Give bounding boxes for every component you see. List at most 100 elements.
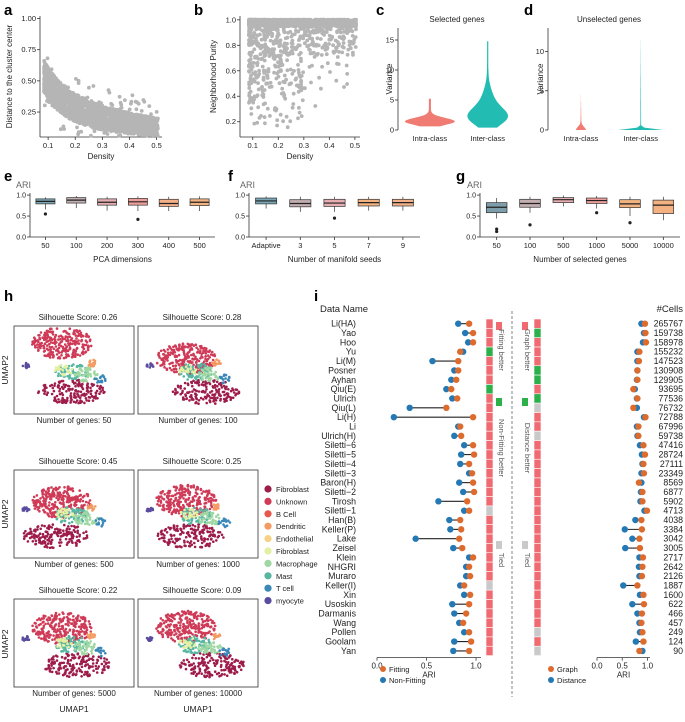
data-point xyxy=(291,52,295,56)
data-point xyxy=(320,65,324,69)
umap-point xyxy=(167,348,170,351)
umap-point xyxy=(68,372,71,375)
data-point xyxy=(62,98,66,102)
data-point xyxy=(286,125,290,129)
umap-point xyxy=(182,349,185,352)
data-point xyxy=(276,31,280,35)
umap-point xyxy=(197,364,200,367)
umap-point xyxy=(223,400,226,403)
umap-point xyxy=(167,354,170,357)
y-tick-label: 0 xyxy=(540,126,544,135)
x-tick-label: 0.3 xyxy=(299,141,309,150)
umap-point xyxy=(57,398,60,401)
data-point xyxy=(348,27,352,31)
umap-point xyxy=(186,391,189,394)
data-point xyxy=(307,21,311,25)
umap-point xyxy=(178,354,181,357)
umap-point xyxy=(195,401,198,404)
data-point xyxy=(281,80,285,84)
data-point xyxy=(345,82,349,86)
umap-point xyxy=(213,379,216,382)
data-point xyxy=(252,71,256,75)
panel-letter-e: e xyxy=(4,168,12,185)
umap-point xyxy=(89,368,92,371)
umap-point xyxy=(160,358,163,361)
data-point xyxy=(354,19,358,23)
umap-point xyxy=(190,354,193,357)
umap-point xyxy=(185,398,188,401)
data-point xyxy=(272,42,276,46)
data-point xyxy=(96,108,100,112)
y-tick-label: 0.0 xyxy=(466,235,476,242)
data-point xyxy=(134,100,138,104)
data-point xyxy=(81,101,85,105)
umap-point xyxy=(236,389,239,392)
umap-point xyxy=(180,385,183,388)
umap-point xyxy=(175,364,178,367)
data-point xyxy=(285,115,289,119)
data-point xyxy=(298,86,302,90)
ari-label: ARI xyxy=(16,180,31,190)
umap-point xyxy=(202,369,205,372)
umap-point xyxy=(92,399,95,402)
umap-point xyxy=(76,342,79,345)
umap-point xyxy=(175,368,178,371)
data-point xyxy=(46,68,50,72)
data-point xyxy=(281,44,285,48)
umap-point xyxy=(94,373,97,376)
data-point xyxy=(265,35,269,39)
data-point xyxy=(77,79,81,83)
data-point xyxy=(295,45,299,49)
y-axis-label: Neighborhood Purity xyxy=(209,40,218,113)
x-tick-label: 0.1 xyxy=(248,141,258,150)
umap-point xyxy=(175,371,178,374)
data-point xyxy=(47,100,51,104)
data-point xyxy=(89,124,93,128)
data-point xyxy=(247,32,251,36)
data-point xyxy=(329,27,333,31)
data-point xyxy=(285,36,289,40)
data-point xyxy=(69,116,73,120)
data-point xyxy=(310,24,314,28)
data-point xyxy=(260,57,264,61)
data-point xyxy=(322,30,326,34)
umap-point xyxy=(207,368,210,371)
umap-point xyxy=(79,364,82,367)
umap-point xyxy=(76,353,79,356)
umap-point xyxy=(205,385,208,388)
data-point xyxy=(140,109,144,113)
x-tick-label: Adaptive xyxy=(252,241,281,250)
data-point xyxy=(249,57,253,61)
data-point xyxy=(277,19,281,23)
umap-point xyxy=(55,334,58,337)
umap-point xyxy=(70,392,73,395)
data-point xyxy=(297,71,301,75)
umap-point xyxy=(65,356,68,359)
data-point xyxy=(258,33,262,37)
data-point xyxy=(116,127,120,131)
umap-point xyxy=(205,377,208,380)
panel-letter-c: c xyxy=(376,2,384,19)
data-point xyxy=(257,69,261,73)
umap-point xyxy=(44,342,47,345)
umap-point xyxy=(81,352,84,355)
data-point xyxy=(54,81,58,85)
y-tick-label: 0.6 xyxy=(226,66,236,75)
umap-point xyxy=(73,392,76,395)
category-label: Intra-class xyxy=(564,134,599,143)
data-point xyxy=(256,74,260,78)
data-point xyxy=(156,125,160,129)
umap-point xyxy=(189,345,192,348)
data-point xyxy=(263,102,267,106)
umap-point xyxy=(212,373,215,376)
umap-point xyxy=(43,346,46,349)
umap-point xyxy=(87,372,90,375)
umap-point xyxy=(201,375,204,378)
data-point xyxy=(345,23,349,27)
umap-point xyxy=(187,343,190,346)
data-point xyxy=(65,88,69,92)
chart-title: Unselected genes xyxy=(577,15,641,24)
umap-point xyxy=(54,342,57,345)
